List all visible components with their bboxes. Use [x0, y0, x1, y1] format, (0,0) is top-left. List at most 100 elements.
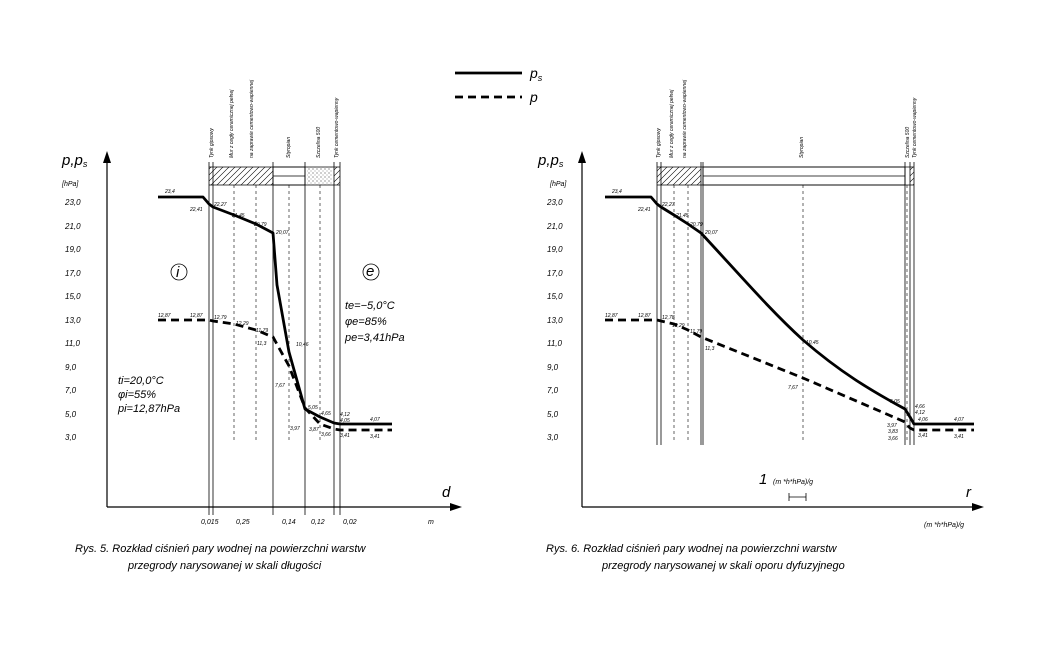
right-y-tick: 17,0 — [547, 269, 563, 278]
left-x-unit: m — [428, 519, 434, 526]
left-layer-names: Tynk gipsowy Mur z cegły ceramicznej peł… — [209, 79, 340, 158]
right-layer-name: Szczelina 500 — [905, 127, 911, 158]
left-ps-value-labels: 23,4 22,41 22,27 21,45 20,79 20,07 10,46… — [164, 189, 380, 424]
left-ps-value: 22,41 — [189, 207, 203, 213]
right-unit-label: [hPa] — [549, 181, 567, 188]
left-layer-name: Mur z cegły ceramicznej pełnej — [229, 89, 235, 158]
left-ps-value: 5,05 — [308, 405, 318, 411]
right-p-value: 7,67 — [788, 385, 798, 391]
legend-p-label: p — [529, 89, 538, 105]
right-plaster-hatch — [657, 167, 661, 185]
left-thickness: 0,12 — [311, 519, 325, 526]
right-ps-value: 10,45 — [806, 340, 819, 346]
right-p-value: 3,66 — [888, 436, 898, 442]
right-y-tick: 5,0 — [547, 410, 559, 419]
left-thickness: 0,14 — [282, 519, 296, 526]
left-y-tick: 15,0 — [65, 292, 81, 301]
outside-condition: φe=85% — [345, 316, 387, 328]
right-p-curve — [605, 318, 974, 432]
right-layer-name: Styropian — [799, 137, 805, 158]
right-y-tick: 21,0 — [546, 222, 563, 231]
left-ps-value: 4,07 — [370, 417, 380, 423]
left-layer-name: Tynk gipsowy — [209, 128, 215, 158]
right-y-tick: 9,0 — [547, 363, 559, 372]
left-p-value: 3,41 — [340, 433, 350, 439]
left-p-value: 3,66 — [321, 432, 331, 438]
right-y-tick: 19,0 — [547, 245, 563, 254]
right-ps-value: 4,12 — [915, 410, 925, 416]
left-p-value: 11,79 — [256, 328, 268, 334]
right-wall-section — [656, 162, 915, 445]
left-p-curve — [158, 318, 392, 432]
left-air-gap — [307, 167, 332, 185]
left-y-tick: 19,0 — [65, 245, 81, 254]
right-y-tick: 11,0 — [547, 339, 563, 348]
left-p-value: 12,87 — [190, 313, 203, 319]
right-chart: p,ps [hPa] r (m *h*hPa)/g 23,0 21,0 19,0… — [537, 79, 984, 572]
right-p-value: 3,97 — [887, 423, 897, 429]
left-p-value: 3,97 — [290, 426, 300, 432]
inside-condition: ti=20,0°C — [118, 375, 164, 387]
left-p-value: 7,67 — [275, 383, 285, 389]
left-thickness: 0,015 — [201, 519, 219, 526]
right-ps-value: 4,66 — [915, 404, 925, 410]
left-outside-conditions: te=−5,0°C φe=85% pe=3,41hPa — [344, 300, 405, 344]
left-inside-marker-circle — [170, 263, 188, 281]
left-y-tick: 23,0 — [64, 198, 81, 207]
outside-condition: te=−5,0°C — [345, 300, 395, 312]
right-y-tick: 3,0 — [547, 433, 559, 442]
right-scale-bar: 1 (m *h*hPa)/g — [759, 471, 813, 501]
left-x-axis-title: d — [442, 484, 451, 501]
left-layer-name: Szczelina 500 — [316, 127, 322, 158]
right-p-value: 3,41 — [954, 434, 964, 440]
right-ps-curve — [605, 195, 974, 426]
left-ps-value: 21,45 — [231, 213, 245, 219]
right-p-value: 11,79 — [690, 329, 702, 335]
right-ps-value: 21,45 — [675, 213, 689, 219]
left-chart: p,ps [hPa] d m 23,0 21,0 19,0 17,0 15,0 … — [61, 79, 462, 572]
right-p-value-labels: 12,87 12,87 12,78 12,29 11,79 11,3 7,67 … — [605, 313, 964, 442]
right-ps-value-labels: 23,4 22,41 22,27 21,45 20,79 20,07 10,45… — [611, 189, 964, 423]
left-unit-label: [hPa] — [61, 181, 79, 188]
left-y-tick: 9,0 — [65, 363, 77, 372]
right-p-value: 3,41 — [918, 433, 928, 439]
right-y-ticks: 23,0 21,0 19,0 17,0 15,0 13,0 11,0 9,0 7… — [546, 198, 563, 442]
left-y-tick: 11,0 — [65, 339, 81, 348]
right-y-tick: 7,0 — [547, 386, 559, 395]
right-p-value: 11,3 — [705, 346, 715, 352]
right-ps-value: 20,07 — [704, 230, 718, 236]
left-y-tick: 13,0 — [65, 316, 81, 325]
right-layer-name: Mur z cegły ceramicznej pełnej — [669, 89, 675, 158]
right-x-axis-title: r — [966, 484, 972, 501]
left-y-tick: 21,0 — [64, 222, 81, 231]
right-ps-value: 22,41 — [637, 207, 651, 213]
right-ps-value: 20,79 — [689, 222, 703, 228]
right-outer-plaster-hatch — [910, 167, 914, 185]
left-layer-name: Tynk cementowo-wapienny — [334, 97, 340, 158]
outside-condition: pe=3,41hPa — [344, 332, 405, 344]
right-p-value: 12,87 — [605, 313, 618, 319]
left-inside-conditions: ti=20,0°C φi=55% pi=12,87hPa — [117, 375, 180, 415]
left-outer-plaster-hatch — [334, 167, 340, 185]
left-p-value: 3,41 — [370, 434, 380, 440]
left-ps-value: 23,4 — [164, 189, 175, 195]
left-p-value-labels: 12,87 12,87 12,79 12,29 11,79 11,3 7,67 … — [158, 313, 380, 440]
legend-ps-label: ps — [529, 65, 543, 83]
right-ps-value: 4,07 — [954, 417, 964, 423]
left-p-value: 12,29 — [236, 321, 249, 327]
left-y-tick: 3,0 — [65, 433, 77, 442]
right-y-tick: 13,0 — [547, 316, 563, 325]
left-layer-name: na zaprawie cementowo-wapiennej — [249, 79, 255, 158]
left-outside-marker-circle — [362, 263, 380, 281]
right-p-value: 12,29 — [672, 323, 685, 329]
left-layer-name: Styropian — [286, 137, 292, 158]
left-wall-section — [208, 162, 341, 515]
right-x-arrow — [972, 503, 984, 511]
left-caption-line2: przegrody narysowanej w skali długości — [127, 560, 322, 572]
left-ps-value: 20,79 — [253, 222, 267, 228]
left-y-axis-title: p,ps — [61, 152, 88, 169]
left-ps-value: 10,46 — [296, 342, 309, 348]
left-ps-value: 22,27 — [213, 202, 227, 208]
left-y-tick: 7,0 — [65, 386, 77, 395]
left-p-value: 11,3 — [257, 341, 267, 347]
